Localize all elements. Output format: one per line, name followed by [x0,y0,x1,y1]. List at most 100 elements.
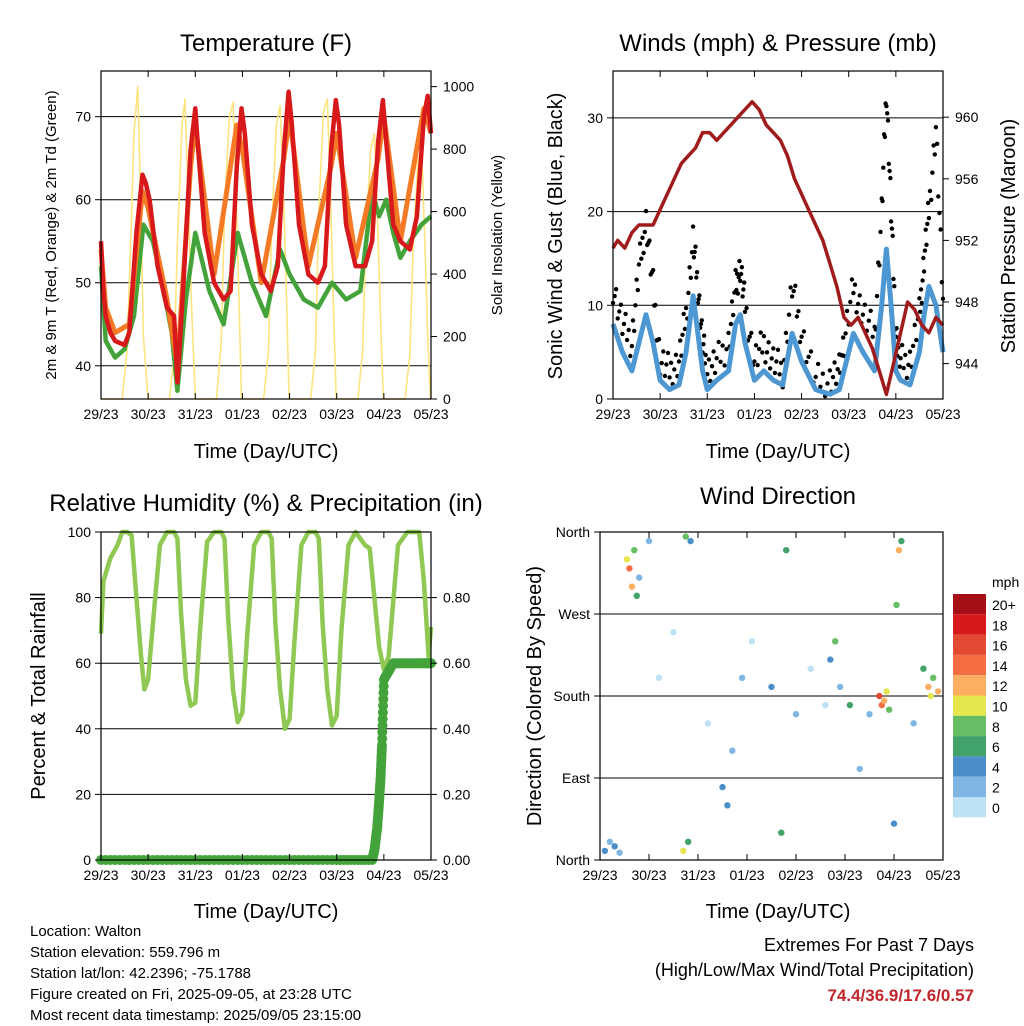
y-tick-label: 10 [587,297,603,313]
direction-points [601,533,942,856]
gust-point [679,353,684,358]
gust-point [742,280,747,285]
gust-point [711,349,716,354]
direction-panel: Wind Direction North East South West North 2… [524,483,1019,923]
temp-2m-line [98,89,434,385]
direction-xlabel: Time (Day/UTC) [706,901,851,923]
y-tick-label: 40 [75,721,91,737]
humidity-plot-frame [100,531,432,861]
gust-point [720,343,725,348]
direction-point [883,688,890,695]
gust-point [881,165,886,170]
gust-point [632,328,637,334]
y-tick-label: 30 [587,110,603,126]
x-tick-label: 05/23 [925,406,960,422]
gust-point [788,285,793,290]
x-tick-label: 01/23 [225,867,260,883]
gust-point [830,374,836,380]
gust-point [934,141,940,146]
temperature-plot-frame [100,70,432,400]
direction-point [655,674,662,681]
direction-point [628,583,636,590]
sonic-wind-line [610,246,946,397]
gust-point [904,375,910,381]
temperature-panel: Temperature (F) 40 50 60 70 0 200 400 600 800 10… [43,30,506,463]
gust-point [927,188,933,194]
gust-point [903,352,908,358]
solar-y2-ticks: 0 200 400 600 800 1000 [431,79,474,407]
y-tick-label: 100 [68,524,92,540]
gust-point [621,321,627,327]
gust-point [629,343,635,349]
gust-point [641,250,646,256]
y2-tick-label: 0.40 [443,721,470,737]
legend-swatch [953,776,986,797]
gust-point [758,330,763,335]
gust-point [818,384,823,389]
y-tick-label: 70 [75,109,91,125]
gust-point [833,381,839,386]
pressure-y2-ticks: 944 948 952 956 960 [943,109,979,372]
x-tick-label: 03/23 [319,406,354,422]
direction-point [626,565,633,572]
gust-point [709,364,715,369]
direction-point [729,747,736,754]
gust-point [901,365,906,371]
direction-point [846,701,854,709]
x-tick-label: 30/23 [131,867,166,883]
gust-point [697,293,702,298]
gust-point [874,293,880,299]
direction-point [792,711,800,718]
direction-point [783,547,790,554]
gust-point [866,318,871,323]
x-tick-label: 03/23 [319,867,354,883]
gust-point [737,258,742,264]
rain-series [96,658,436,865]
gust-point [701,342,706,347]
y2-tick-label: 960 [955,109,979,125]
gust-point [777,372,782,377]
gust-point [735,291,741,296]
gust-point [931,143,936,148]
y-tick-label: West [558,606,590,622]
winds-xlabel: Time (Day/UTC) [706,441,851,463]
humidity-y-ticks: 0 20 40 60 80 100 [68,524,101,868]
gust-point [921,255,926,261]
gust-point [884,103,889,109]
x-tick-label: 02/23 [784,406,819,422]
gust-point [898,356,903,361]
direction-point [687,537,694,545]
gust-point [749,330,754,336]
gust-point [887,168,892,174]
legend-label: 4 [992,759,1000,775]
gust-point [716,339,721,345]
pressure-line [611,100,945,397]
gust-point [683,305,689,311]
direction-point [910,720,917,727]
gust-point [925,200,931,206]
gust-point [886,161,891,166]
gust-point [693,244,698,249]
x-tick-label: 01/23 [737,406,772,422]
gust-point [650,267,656,273]
extremes-box: Extremes For Past 7 Days (High/Low/Max W… [655,933,974,1008]
legend-title: mph [992,574,1019,590]
gust-point [892,284,897,289]
gust-point [912,322,917,328]
gust-point [740,294,745,299]
y-tick-label: 40 [75,358,91,374]
gust-point [761,334,767,339]
x-tick-label: 31/23 [178,867,213,883]
gust-point [744,305,749,311]
gust-point [724,347,729,352]
direction-point [876,692,883,700]
legend-label: 6 [992,739,1000,755]
gust-point [794,314,800,319]
y-tick-label: 0 [595,391,603,407]
solar-y2label: Solar Insolation (Yellow) [489,155,506,315]
gust-point [635,287,640,293]
winds-gridlines [613,117,943,306]
y-tick-label: 60 [75,192,91,208]
legend-swatch [953,715,986,737]
